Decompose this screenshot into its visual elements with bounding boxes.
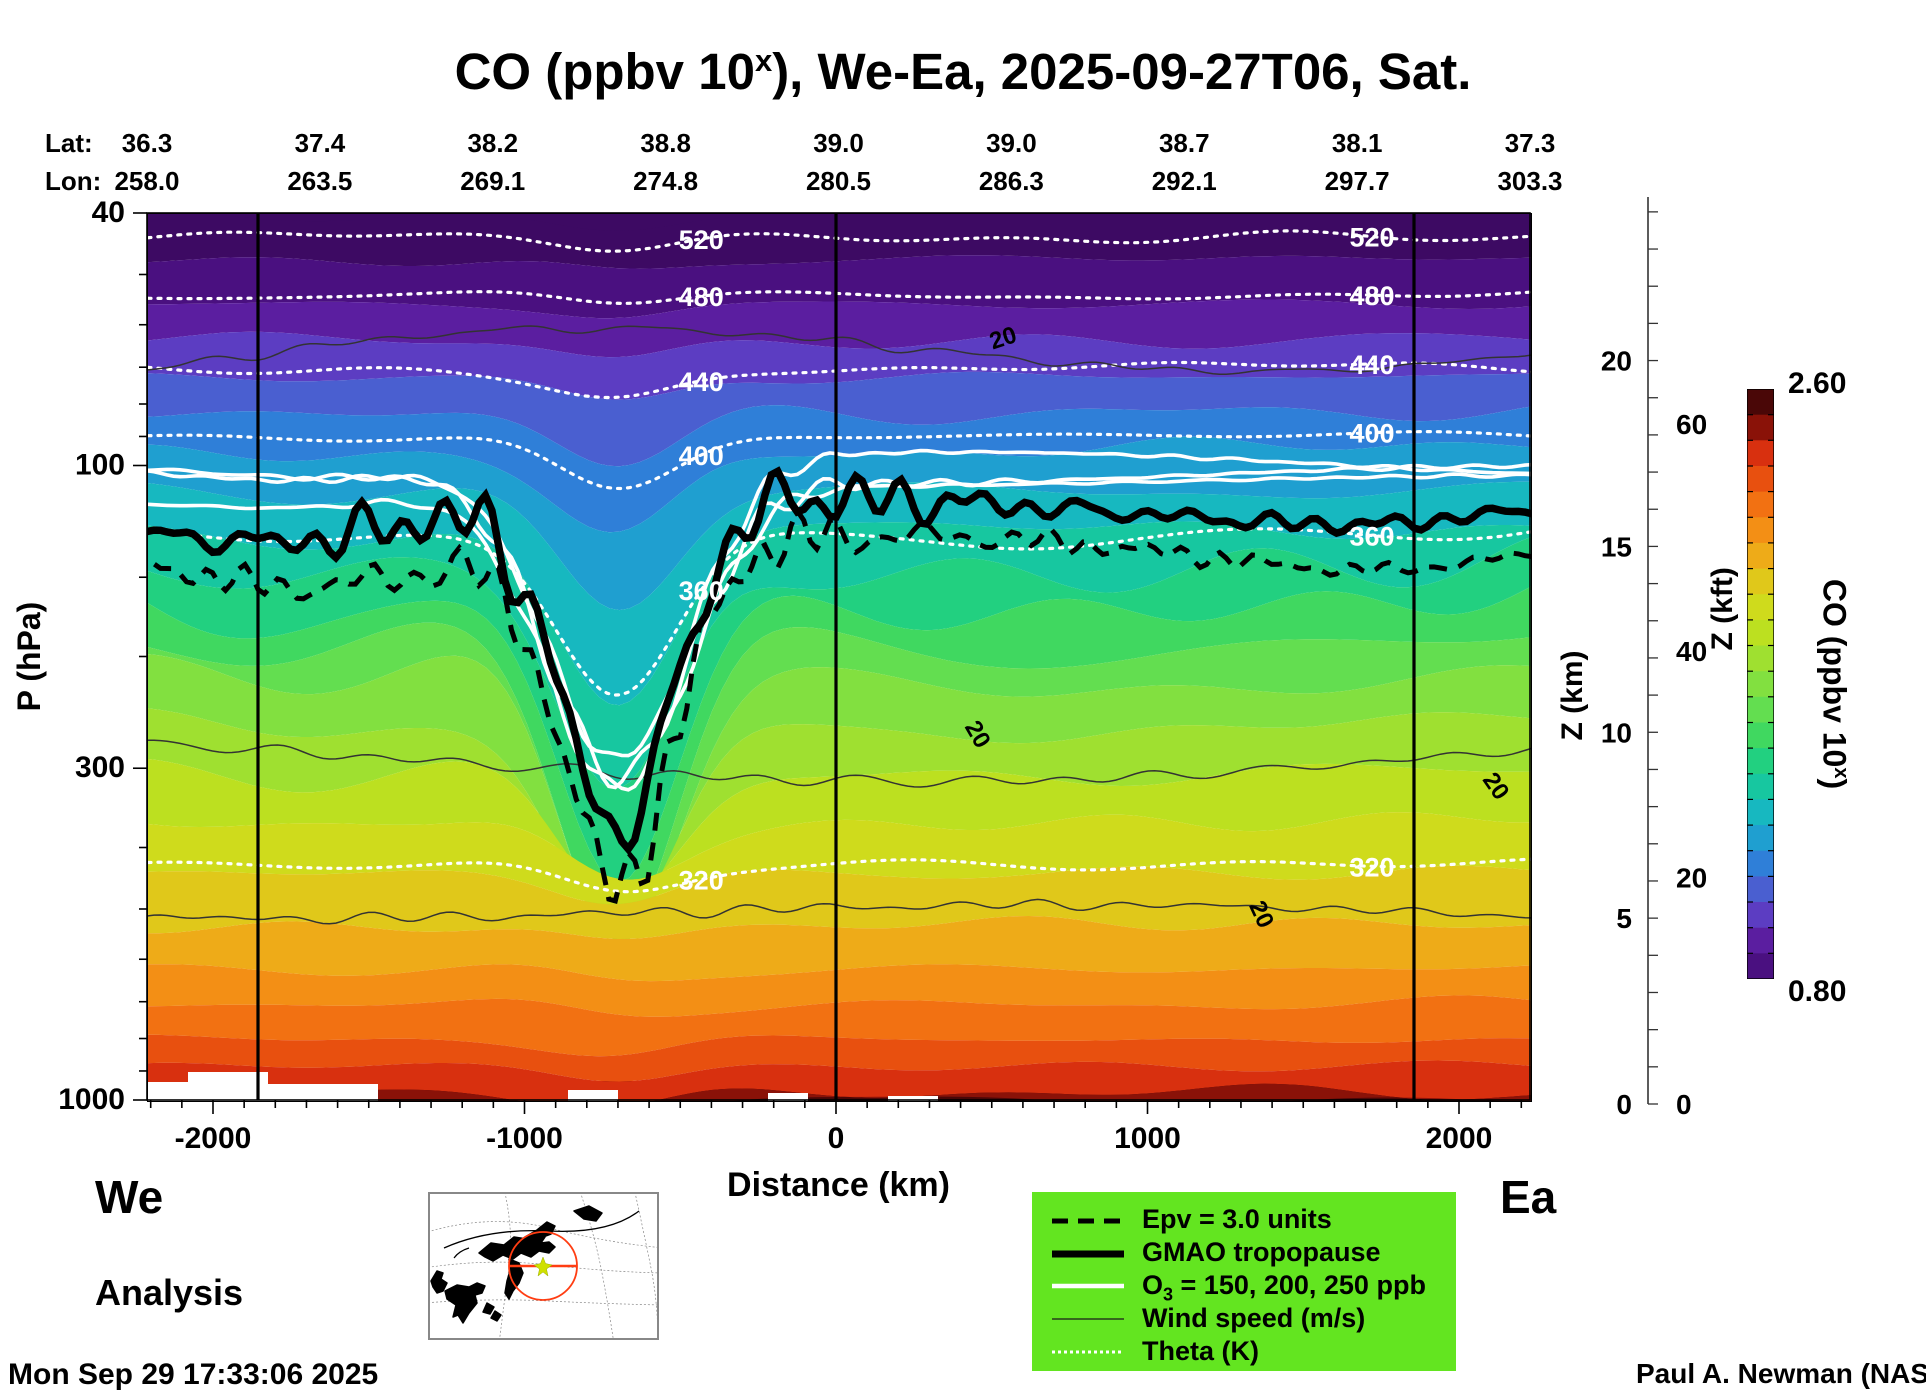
svg-text:Z (km): Z (km) xyxy=(1556,651,1589,741)
svg-text:Distance (km): Distance (km) xyxy=(727,1166,950,1204)
svg-text:-2000: -2000 xyxy=(175,1122,252,1155)
svg-text:20: 20 xyxy=(1676,862,1707,893)
svg-text:15: 15 xyxy=(1601,531,1632,562)
svg-text:20: 20 xyxy=(1601,346,1632,377)
svg-text:1000: 1000 xyxy=(58,1083,125,1116)
svg-text:0: 0 xyxy=(828,1122,845,1155)
svg-text:5: 5 xyxy=(1616,903,1632,934)
svg-text:0: 0 xyxy=(1616,1089,1632,1120)
svg-text:60: 60 xyxy=(1676,409,1707,440)
svg-text:40: 40 xyxy=(1676,636,1707,667)
svg-text:2000: 2000 xyxy=(1426,1122,1493,1155)
svg-text:40: 40 xyxy=(92,196,125,229)
svg-text:10: 10 xyxy=(1601,717,1632,748)
svg-text:100: 100 xyxy=(75,448,125,481)
svg-text:300: 300 xyxy=(75,751,125,784)
svg-text:P (hPa): P (hPa) xyxy=(11,602,47,712)
svg-text:0: 0 xyxy=(1676,1089,1692,1120)
svg-text:1000: 1000 xyxy=(1114,1122,1181,1155)
svg-text:-1000: -1000 xyxy=(486,1122,563,1155)
svg-text:Z (kft): Z (kft) xyxy=(1706,567,1739,650)
